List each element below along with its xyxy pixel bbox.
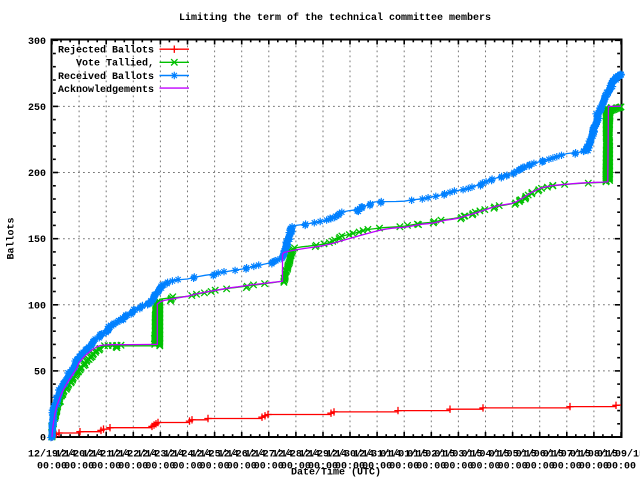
svg-text:12/20/14: 12/20/14 [55, 449, 103, 461]
svg-text:00:00: 00:00 [552, 462, 582, 473]
svg-text:00:00: 00:00 [579, 462, 609, 473]
svg-text:00:00: 00:00 [443, 462, 473, 473]
svg-text:Vote Tallied,: Vote Tallied, [76, 58, 154, 70]
svg-text:00:00: 00:00 [498, 462, 528, 473]
svg-text:12/24/14: 12/24/14 [163, 449, 211, 461]
svg-text:01/01/15: 01/01/15 [380, 449, 428, 461]
svg-text:Date/Time (UTC): Date/Time (UTC) [291, 467, 381, 479]
svg-text:00:00: 00:00 [118, 462, 148, 473]
svg-text:01/06/15: 01/06/15 [516, 449, 564, 461]
svg-text:Acknowledgements: Acknowledgements [58, 84, 154, 96]
svg-text:12/22/14: 12/22/14 [109, 449, 157, 461]
svg-text:01/07/15: 01/07/15 [543, 449, 591, 461]
svg-text:00:00: 00:00 [172, 462, 202, 473]
svg-text:00:00: 00:00 [525, 462, 555, 473]
svg-text:00:00: 00:00 [254, 462, 284, 473]
svg-text:01/09/15: 01/09/15 [597, 449, 640, 461]
svg-text:12/28/14: 12/28/14 [272, 449, 320, 461]
svg-text:12/25/14: 12/25/14 [191, 449, 239, 461]
svg-text:00:00: 00:00 [335, 462, 365, 473]
svg-text:01/05/15: 01/05/15 [489, 449, 537, 461]
svg-text:Limiting the term of the techn: Limiting the term of the technical commi… [179, 12, 491, 24]
svg-text:12/23/14: 12/23/14 [136, 449, 184, 461]
svg-text:00:00: 00:00 [281, 462, 311, 473]
svg-text:100: 100 [28, 301, 46, 312]
svg-text:Received Ballots: Received Ballots [58, 71, 154, 83]
svg-text:00:00: 00:00 [227, 462, 257, 473]
svg-text:01/03/15: 01/03/15 [434, 449, 482, 461]
svg-text:00:00: 00:00 [91, 462, 121, 473]
svg-text:12/31/14: 12/31/14 [353, 449, 401, 461]
svg-text:Ballots: Ballots [6, 217, 18, 259]
svg-text:00:00: 00:00 [416, 462, 446, 473]
svg-text:12/30/14: 12/30/14 [326, 449, 374, 461]
svg-text:12/19/14: 12/19/14 [28, 449, 76, 461]
svg-text:01/04/15: 01/04/15 [461, 449, 509, 461]
svg-text:00:00: 00:00 [200, 462, 230, 473]
svg-text:12/21/14: 12/21/14 [82, 449, 130, 461]
svg-text:50: 50 [34, 367, 46, 378]
svg-text:150: 150 [28, 235, 46, 246]
svg-text:00:00: 00:00 [470, 462, 500, 473]
svg-text:12/29/14: 12/29/14 [299, 449, 347, 461]
svg-text:01/02/15: 01/02/15 [407, 449, 455, 461]
svg-text:0: 0 [40, 434, 46, 445]
svg-text:12/26/14: 12/26/14 [218, 449, 266, 461]
svg-text:00:00: 00:00 [389, 462, 419, 473]
svg-text:12/27/14: 12/27/14 [245, 449, 293, 461]
svg-text:Rejected Ballots: Rejected Ballots [58, 45, 154, 57]
svg-text:200: 200 [28, 169, 46, 180]
svg-text:01/08/15: 01/08/15 [570, 449, 618, 461]
svg-text:00:00: 00:00 [64, 462, 94, 473]
svg-text:00:00: 00:00 [145, 462, 175, 473]
svg-text:250: 250 [28, 103, 46, 114]
svg-text:00:00: 00:00 [606, 462, 636, 473]
svg-text:00:00: 00:00 [37, 462, 67, 473]
svg-text:300: 300 [28, 37, 46, 48]
svg-text:00:00: 00:00 [308, 462, 338, 473]
svg-text:00:00: 00:00 [362, 462, 392, 473]
